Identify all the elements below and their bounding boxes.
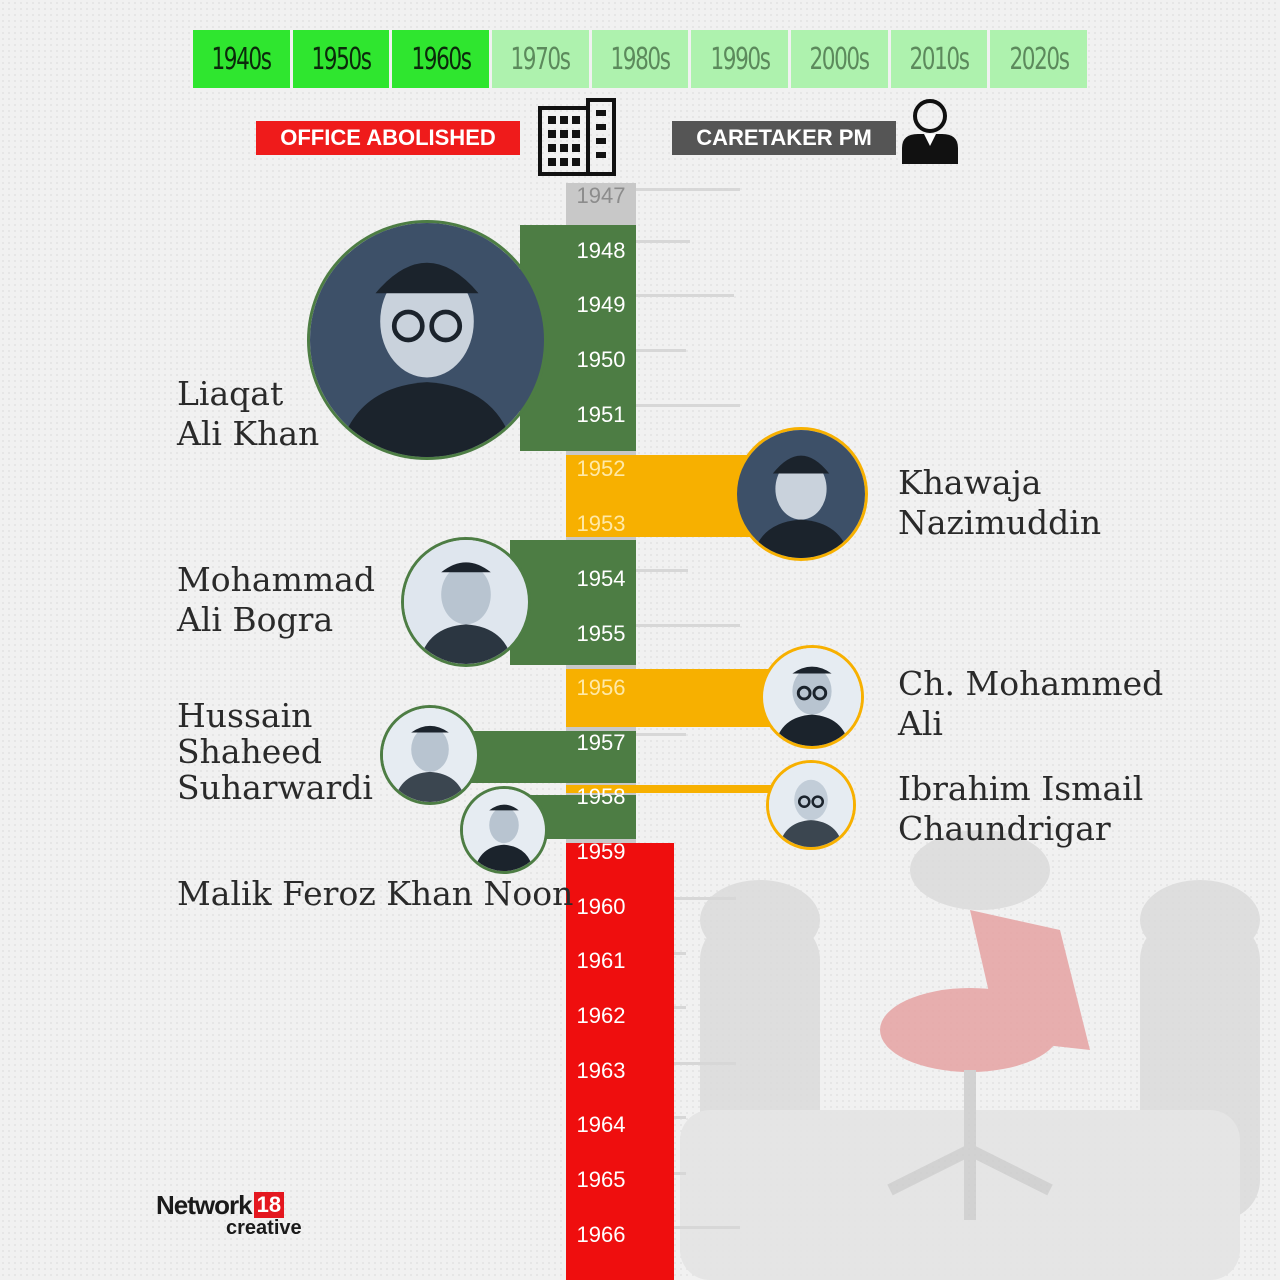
year-label: 1958 xyxy=(576,784,626,809)
year-label: 1950 xyxy=(576,347,626,372)
year-label: 1955 xyxy=(576,621,626,646)
portrait-liaqat-ali-khan xyxy=(307,220,547,460)
year-label: 1966 xyxy=(576,1222,626,1247)
tenure-bar-ch-mohammed-ali xyxy=(566,669,776,727)
year-label: 1963 xyxy=(576,1058,626,1083)
year-label: 1952 xyxy=(576,456,626,481)
pm-name-ibrahim-ismail-chaundrigar: Ibrahim Ismail Chaundrigar xyxy=(898,769,1144,848)
office-abolished-bar xyxy=(566,843,674,1280)
portrait-hussain-shaheed-suharwardi xyxy=(380,705,480,805)
pm-name-hussain-shaheed-suharwardi: Hussain Shaheed Suharwardi xyxy=(177,696,373,807)
pm-name-liaqat-ali-khan: Liaqat Ali Khan xyxy=(177,374,320,453)
year-label: 1964 xyxy=(576,1112,626,1137)
legend-office-abolished: OFFICE ABOLISHED xyxy=(256,121,520,155)
decade-tab-1970s[interactable]: 1970s xyxy=(492,30,592,88)
year-label: 1962 xyxy=(576,1003,626,1028)
year-tick xyxy=(636,897,736,900)
pm-name-malik-feroz-khan-noon: Malik Feroz Khan Noon xyxy=(177,874,574,913)
year-tick xyxy=(636,294,734,297)
building-icon xyxy=(538,98,616,176)
empty-chair-illustration xyxy=(680,830,1260,1280)
year-tick xyxy=(636,569,688,572)
year-tick xyxy=(636,404,740,407)
year-label: 1947 xyxy=(576,183,626,208)
year-label: 1956 xyxy=(576,675,626,700)
year-tick xyxy=(636,733,686,736)
decade-tab-2020s[interactable]: 2020s xyxy=(990,30,1088,88)
portrait-mohammad-ali-bogra xyxy=(401,537,531,667)
year-label: 1957 xyxy=(576,730,626,755)
decade-tabs: 1940s 1950s 1960s 1970s 1980s 1990s 2000… xyxy=(193,30,1088,88)
portrait-ibrahim-ismail-chaundrigar xyxy=(766,760,856,850)
year-label: 1959 xyxy=(576,839,626,864)
decade-tab-2010s[interactable]: 2010s xyxy=(890,30,991,88)
pm-name-mohammad-ali-bogra: Mohammad Ali Bogra xyxy=(177,560,375,639)
pm-name-ch-mohammed-ali: Ch. Mohammed Ali xyxy=(898,664,1164,743)
legend-caretaker-pm: CARETAKER PM xyxy=(672,121,896,155)
year-label: 1951 xyxy=(576,402,626,427)
pm-name-khawaja-nazimuddin: Khawaja Nazimuddin xyxy=(898,463,1102,542)
year-tick xyxy=(636,240,690,243)
year-label: 1949 xyxy=(576,292,626,317)
decade-tab-1950s[interactable]: 1950s xyxy=(292,30,393,88)
year-tick xyxy=(636,1226,740,1229)
decade-tab-1990s[interactable]: 1990s xyxy=(691,30,792,88)
portrait-khawaja-nazimuddin xyxy=(734,427,868,561)
year-label: 1961 xyxy=(576,948,626,973)
person-icon xyxy=(902,99,958,164)
year-tick xyxy=(636,188,740,191)
decade-tab-1940s[interactable]: 1940s xyxy=(193,30,293,88)
tenure-bar-hussain-shaheed-suharwardi xyxy=(470,731,636,783)
year-label: 1965 xyxy=(576,1167,626,1192)
decade-tab-2000s[interactable]: 2000s xyxy=(791,30,891,88)
portrait-malik-feroz-khan-noon xyxy=(460,786,548,874)
tenure-bar-mohammad-ali-bogra xyxy=(510,540,636,665)
year-label: 1953 xyxy=(576,511,626,536)
year-tick xyxy=(636,1062,736,1065)
year-label: 1954 xyxy=(576,566,626,591)
decade-tab-1960s[interactable]: 1960s xyxy=(392,30,493,88)
year-tick xyxy=(636,624,740,627)
year-tick xyxy=(636,349,686,352)
year-label: 1960 xyxy=(576,894,626,919)
tenure-bar-khawaja-nazimuddin xyxy=(566,455,766,537)
portrait-ch-mohammed-ali xyxy=(760,645,864,749)
tenure-bar-ibrahim-ismail-chaundrigar xyxy=(566,785,776,793)
year-label: 1948 xyxy=(576,238,626,263)
network18-creative-logo: Network 18 creative xyxy=(156,1190,302,1239)
decade-tab-1980s[interactable]: 1980s xyxy=(591,30,692,88)
